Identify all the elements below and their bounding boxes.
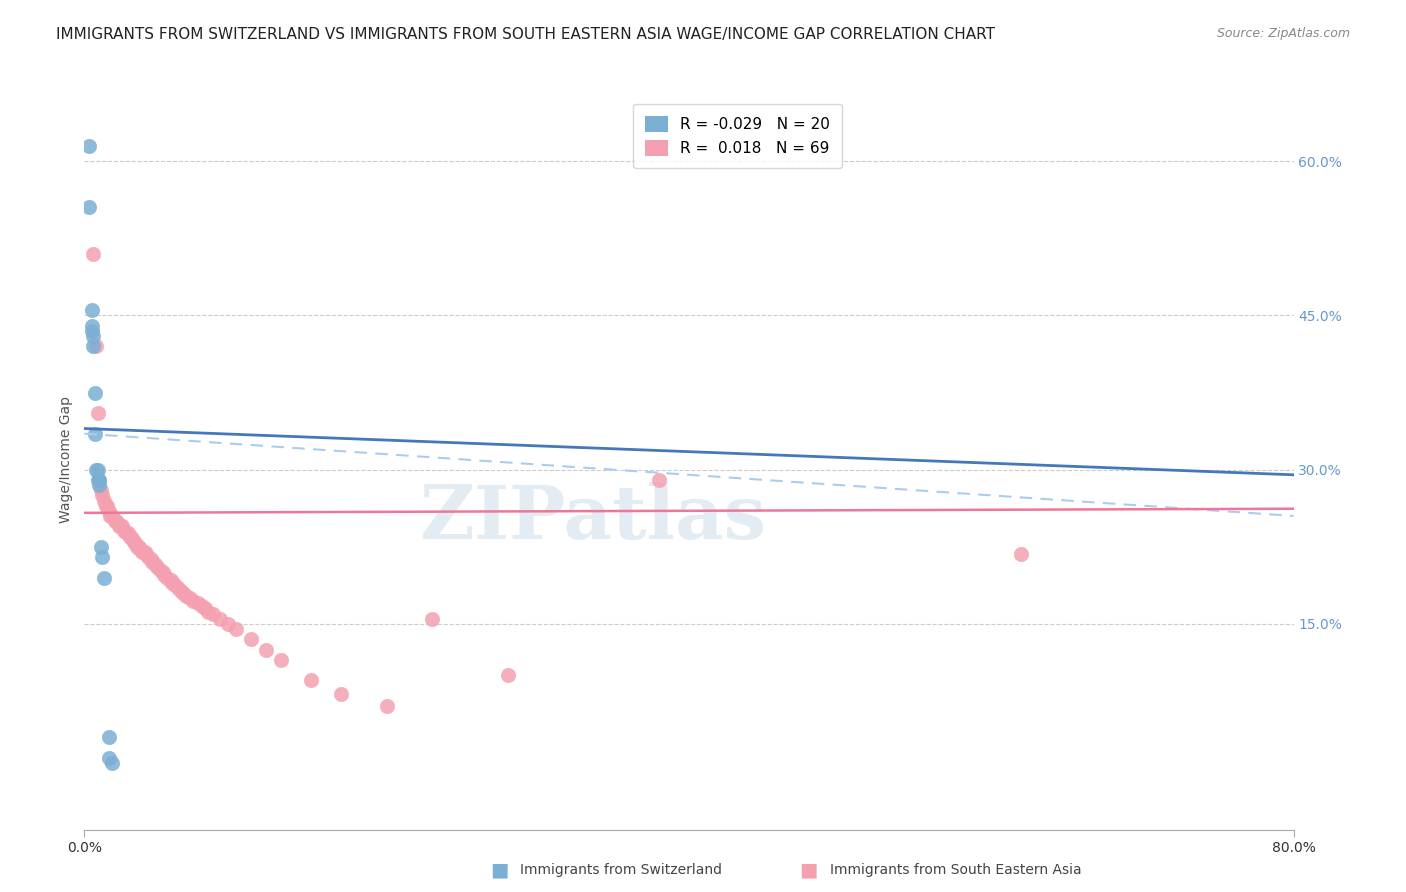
Point (108, 519, 131, 533)
Point (375, 699, 398, 714)
Point (77, 201, 100, 215)
Point (141, 555, 163, 569)
Point (420, 612, 443, 626)
Point (94, 499, 117, 513)
Point (82, 246, 104, 260)
Point (89, 473, 111, 487)
Point (80, 303, 103, 318)
Point (97, 730, 120, 744)
Point (87, 463, 110, 477)
Point (201, 607, 224, 621)
Text: Source: ZipAtlas.com: Source: ZipAtlas.com (1216, 27, 1350, 40)
Point (179, 591, 201, 606)
Point (90, 483, 112, 498)
Point (254, 642, 277, 657)
Point (330, 687, 353, 701)
Point (82, 339, 104, 353)
Point (118, 529, 141, 543)
Point (84, 426, 107, 441)
Point (107, 516, 129, 530)
Point (187, 596, 209, 610)
Point (1011, 547, 1033, 561)
Point (270, 653, 292, 667)
Point (174, 589, 197, 603)
Point (87, 473, 110, 487)
Point (100, 756, 122, 770)
Point (91, 488, 114, 502)
Point (122, 534, 145, 549)
Point (156, 571, 179, 585)
Point (648, 473, 671, 487)
Point (125, 537, 148, 551)
Point (105, 514, 128, 528)
Point (121, 533, 143, 547)
Point (299, 673, 322, 688)
Point (134, 545, 156, 559)
Point (110, 519, 132, 533)
Point (167, 581, 190, 595)
Point (117, 526, 139, 541)
Point (160, 575, 183, 590)
Point (112, 524, 135, 539)
Point (194, 601, 217, 615)
Point (181, 594, 204, 608)
Point (80, 324, 103, 338)
Point (77, 138, 100, 153)
Text: ■: ■ (799, 860, 818, 880)
Point (80, 318, 103, 333)
Point (128, 540, 150, 554)
Point (170, 584, 193, 599)
Point (89, 478, 111, 492)
Point (93, 571, 115, 585)
Point (217, 616, 239, 631)
Point (165, 578, 187, 592)
Point (152, 566, 174, 580)
Point (496, 668, 519, 682)
Point (209, 612, 232, 626)
Point (139, 552, 162, 566)
Point (82, 329, 104, 343)
Point (104, 514, 127, 528)
Point (129, 541, 152, 556)
Point (131, 545, 153, 559)
Point (93, 493, 115, 508)
Legend: R = -0.029   N = 20, R =  0.018   N = 69: R = -0.029 N = 20, R = 0.018 N = 69 (633, 104, 842, 169)
Point (135, 547, 157, 561)
Point (239, 632, 262, 647)
Point (89, 473, 111, 487)
Point (86, 339, 108, 353)
Point (127, 540, 149, 554)
Text: ■: ■ (489, 860, 509, 880)
Point (191, 599, 214, 614)
Text: IMMIGRANTS FROM SWITZERLAND VS IMMIGRANTS FROM SOUTH EASTERN ASIA WAGE/INCOME GA: IMMIGRANTS FROM SWITZERLAND VS IMMIGRANT… (56, 27, 995, 42)
Text: Immigrants from South Eastern Asia: Immigrants from South Eastern Asia (830, 863, 1081, 877)
Point (146, 560, 169, 574)
Point (84, 385, 107, 400)
Point (100, 508, 122, 523)
Point (96, 499, 118, 513)
Point (87, 406, 110, 420)
Point (90, 540, 112, 554)
Point (149, 564, 172, 578)
Point (115, 526, 138, 541)
Y-axis label: Wage/Income Gap: Wage/Income Gap (59, 396, 73, 523)
Point (111, 519, 134, 533)
Point (197, 605, 219, 619)
Point (172, 586, 194, 600)
Point (86, 463, 108, 477)
Point (120, 529, 142, 543)
Point (97, 750, 120, 764)
Text: ZIPatlas: ZIPatlas (419, 482, 766, 555)
Point (97, 504, 120, 518)
Point (91, 550, 114, 565)
Point (159, 573, 181, 587)
Point (136, 550, 159, 565)
Point (145, 558, 167, 572)
Point (114, 524, 136, 539)
Point (153, 567, 176, 582)
Point (225, 622, 247, 636)
Point (98, 508, 121, 523)
Text: Immigrants from Switzerland: Immigrants from Switzerland (520, 863, 723, 877)
